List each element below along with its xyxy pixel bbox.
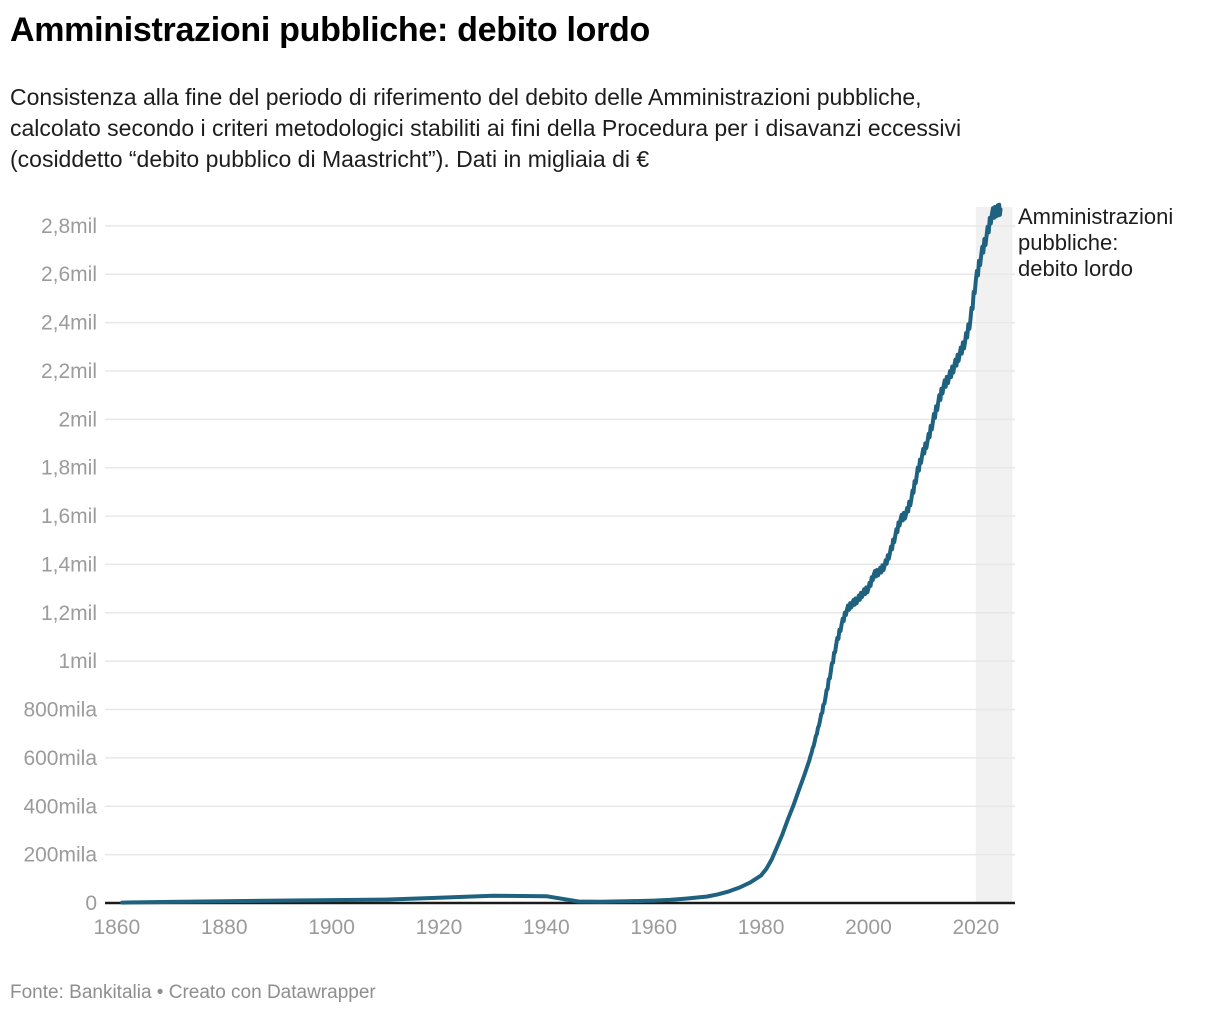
debt-line [120, 202, 1003, 905]
y-tick-label: 600mila [23, 747, 97, 770]
footer-credit: Fonte: Bankitalia • Creato con Datawrapp… [10, 982, 376, 1003]
y-tick-label: 1,4mil [41, 553, 97, 576]
x-tick-label: 2000 [845, 916, 892, 939]
y-tick-label: 1,2mil [41, 602, 97, 625]
x-tick-label: 1980 [738, 916, 785, 939]
y-tick-label: 2,8mil [41, 215, 97, 238]
y-tick-label: 0 [85, 892, 97, 915]
y-tick-label: 1,8mil [41, 457, 97, 480]
x-tick-label: 1960 [630, 916, 677, 939]
y-tick-label: 2mil [58, 408, 97, 431]
x-tick-label: 1940 [523, 916, 570, 939]
y-tick-label: 1mil [58, 650, 97, 673]
x-tick-label: 1920 [416, 916, 463, 939]
x-tick-label: 1900 [308, 916, 355, 939]
y-tick-label: 2,4mil [41, 312, 97, 335]
x-tick-label: 2020 [952, 916, 999, 939]
x-tick-label: 1860 [93, 916, 140, 939]
page-title: Amministrazioni pubbliche: debito lordo [10, 11, 650, 49]
y-tick-label: 400mila [23, 795, 97, 818]
y-tick-label: 2,6mil [41, 263, 97, 286]
page-subtitle: Consistenza alla fine del periodo di rif… [10, 84, 962, 172]
y-tick-label: 1,6mil [41, 505, 97, 528]
y-tick-label: 2,2mil [41, 360, 97, 383]
y-tick-label: 200mila [23, 844, 97, 867]
series-label: Amministrazioni pubbliche: debito lordo [1018, 204, 1174, 281]
x-tick-label: 1880 [201, 916, 248, 939]
highlight-band [975, 207, 1013, 903]
y-tick-label: 800mila [23, 699, 97, 722]
